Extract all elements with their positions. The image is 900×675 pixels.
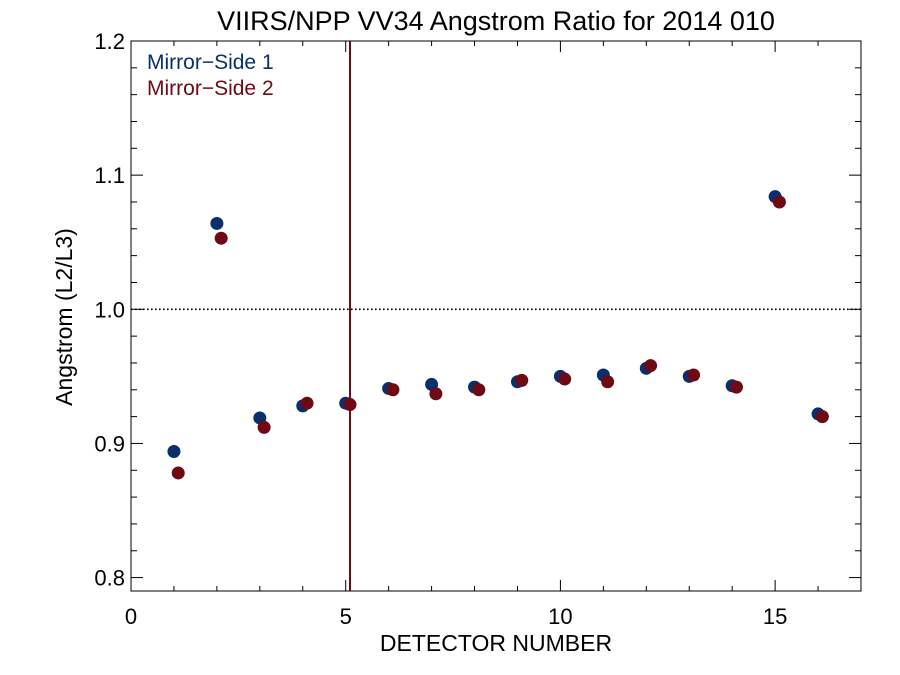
data-point-series-2 <box>644 359 658 373</box>
y-tick-label: 0.9 <box>94 431 125 456</box>
y-axis-label: Angstrom (L2/L3) <box>51 228 77 406</box>
y-tick-label: 1.1 <box>94 163 125 188</box>
legend-entry-series-2: Mirror−Side 2 <box>147 77 274 100</box>
plot-area <box>130 40 862 592</box>
data-point-series-2 <box>429 387 443 401</box>
data-point-series-1 <box>167 444 181 458</box>
x-axis-label: DETECTOR NUMBER <box>380 630 612 656</box>
data-point-series-2 <box>558 372 572 386</box>
data-point-series-2 <box>687 368 701 382</box>
x-tick-label: 5 <box>340 604 352 629</box>
axis-ticks: 0 5 10 15 0.8 0.9 1.0 1.1 1.2 <box>94 29 862 629</box>
chart-title: VIIRS/NPP VV34 Angstrom Ratio for 2014 0… <box>217 6 775 36</box>
data-point-series-2 <box>300 396 314 410</box>
data-point-series-2 <box>214 231 228 245</box>
data-point-series-2 <box>772 195 786 209</box>
legend-entry-series-1: Mirror−Side 1 <box>147 51 274 74</box>
data-point-series-2 <box>515 373 529 387</box>
data-point-series-2 <box>171 466 185 480</box>
data-point-series-2 <box>386 383 400 397</box>
data-point-series-2 <box>343 398 357 412</box>
y-tick-label: 1.2 <box>94 29 125 54</box>
x-tick-label: 15 <box>763 604 787 629</box>
y-tick-label: 1.0 <box>94 297 125 322</box>
y-tick-label: 0.8 <box>94 566 125 591</box>
x-tick-label: 0 <box>125 604 137 629</box>
plot-frame <box>130 40 862 592</box>
data-points <box>167 190 829 480</box>
data-point-series-2 <box>601 375 615 389</box>
data-point-series-2 <box>257 420 271 434</box>
data-point-series-2 <box>472 383 486 397</box>
data-point-series-2 <box>729 380 743 394</box>
data-point-series-1 <box>210 216 224 230</box>
data-point-series-2 <box>815 410 829 424</box>
x-tick-label: 10 <box>548 604 572 629</box>
legend: Mirror−Side 1 Mirror−Side 2 <box>147 51 274 100</box>
